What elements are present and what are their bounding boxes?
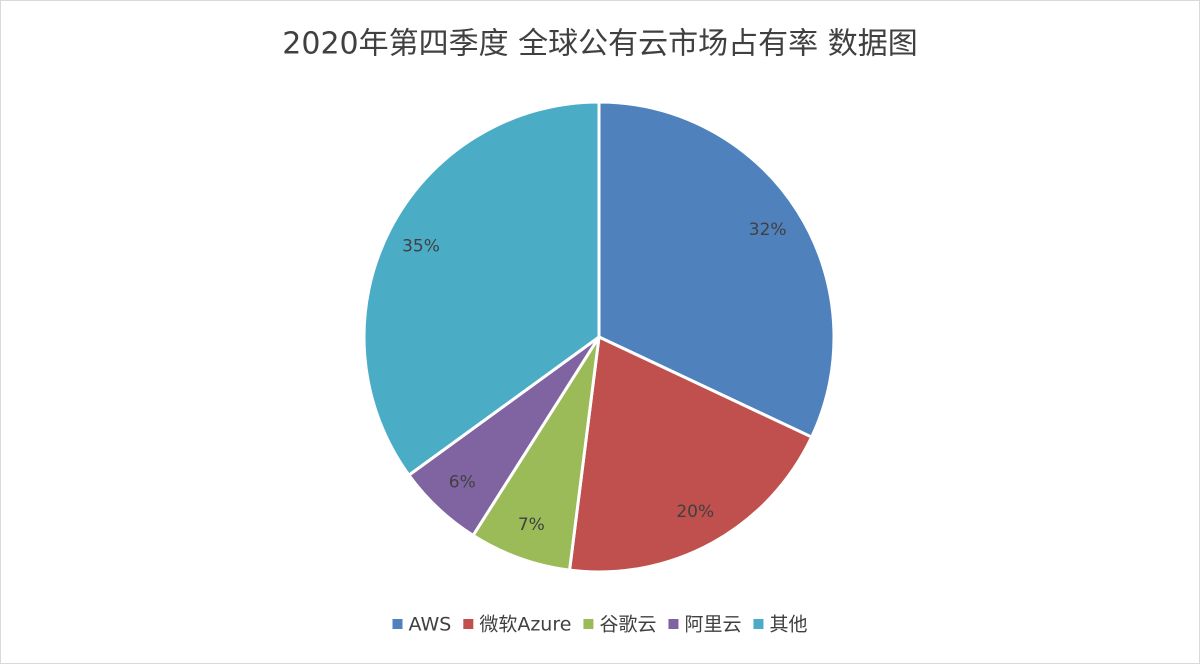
legend-marker: [668, 619, 679, 629]
pie-slice: [597, 100, 836, 440]
legend-marker: [753, 619, 764, 629]
pie-slice: [471, 336, 601, 572]
data-label: 32%: [749, 220, 787, 240]
data-label: 20%: [676, 502, 714, 522]
legend-label: AWS: [409, 614, 452, 636]
pie-slice: [567, 334, 814, 574]
pie-slice: [362, 100, 601, 478]
legend-marker: [392, 619, 403, 629]
legend-marker: [583, 619, 594, 629]
legend-marker: [463, 619, 474, 629]
chart-title: 2020年第四季度 全球公有云市场占有率 数据图: [282, 27, 917, 62]
data-label: 7%: [518, 515, 545, 535]
legend-label: 微软Azure: [479, 614, 571, 636]
legend-label: 其他: [769, 614, 807, 636]
legend-label: 阿里云: [684, 614, 741, 636]
legend-label: 谷歌云: [599, 614, 656, 636]
data-label: 35%: [402, 236, 440, 256]
data-label: 6%: [449, 473, 476, 493]
